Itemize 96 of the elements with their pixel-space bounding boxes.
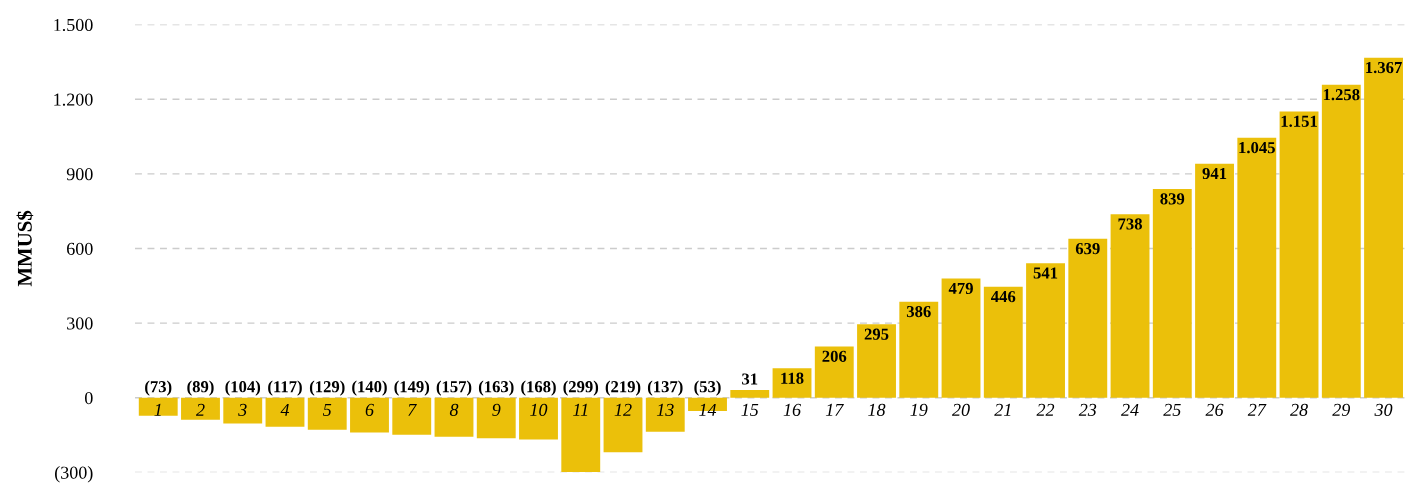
data-label: (89): [187, 380, 214, 396]
y-tick-label: (300): [55, 466, 93, 483]
bar: [857, 324, 896, 398]
x-tick-label: 18: [868, 403, 886, 416]
x-tick-label: 22: [1036, 403, 1055, 416]
data-label: (219): [605, 380, 641, 396]
bar: [1026, 263, 1065, 398]
bar: [138, 397, 178, 416]
y-tick-label: 300: [67, 317, 93, 330]
bar: [265, 397, 305, 427]
x-tick-label: 5: [323, 403, 332, 416]
bar: [350, 397, 389, 433]
bar: [223, 397, 263, 424]
bar: [307, 397, 347, 430]
bar: [476, 397, 516, 439]
x-tick-label: 12: [614, 403, 632, 416]
data-label: 541: [1033, 267, 1058, 279]
x-tick-label: 1: [154, 403, 161, 416]
x-tick-label: 19: [910, 403, 928, 416]
data-label: 446: [991, 291, 1016, 303]
x-tick-label: 2: [195, 403, 205, 416]
data-label: 1.258: [1323, 89, 1360, 101]
data-label: 31: [742, 373, 758, 385]
x-tick-label: 23: [1078, 403, 1097, 416]
y-tick-label: 1.500: [54, 18, 93, 32]
data-label: 1.045: [1239, 141, 1275, 154]
x-tick-label: 8: [449, 403, 459, 416]
x-tick-label: 28: [1290, 403, 1308, 416]
y-tick-label: 1.200: [54, 93, 93, 106]
y-tick-label: 900: [66, 168, 93, 181]
data-label: 295: [864, 328, 889, 340]
bar: [983, 286, 1023, 398]
bar: [1279, 111, 1319, 398]
data-label: (140): [352, 380, 387, 396]
data-label: (299): [563, 380, 599, 396]
x-tick-label: 26: [1205, 403, 1224, 416]
x-tick-label: 27: [1247, 403, 1267, 416]
y-axis-title: MMUS$: [16, 210, 34, 287]
bar: [941, 278, 981, 398]
data-label: 479: [948, 282, 973, 295]
data-label: (104): [225, 380, 261, 396]
bar: [1321, 84, 1361, 398]
data-label: (73): [145, 380, 172, 396]
data-label: (53): [694, 380, 721, 396]
x-tick-label: 3: [238, 403, 247, 416]
bar: [1110, 214, 1150, 398]
bar: [392, 397, 432, 435]
x-tick-label: 10: [530, 403, 548, 416]
bar: [730, 389, 770, 398]
x-tick-label: 20: [952, 403, 970, 416]
data-label: 639: [1075, 243, 1100, 255]
data-label: (149): [394, 380, 430, 396]
data-label: 839: [1160, 193, 1185, 205]
x-tick-label: 25: [1163, 403, 1181, 416]
data-label: (137): [647, 380, 683, 396]
x-tick-label: 6: [365, 403, 374, 416]
x-tick-label: 17: [825, 403, 844, 416]
x-tick-label: 13: [656, 403, 674, 416]
x-tick-label: 29: [1332, 403, 1351, 416]
bar: [1364, 57, 1403, 398]
data-label: (168): [521, 380, 556, 396]
data-label: 941: [1202, 167, 1227, 180]
data-label: 206: [822, 350, 847, 362]
x-tick-label: 21: [994, 403, 1011, 416]
bar: [899, 301, 939, 398]
x-tick-label: 9: [492, 403, 501, 416]
y-tick-label: 600: [67, 242, 93, 255]
x-tick-label: 7: [408, 403, 417, 416]
data-label: (129): [309, 380, 345, 396]
bar: [1237, 137, 1277, 398]
x-tick-label: 16: [783, 403, 801, 416]
x-tick-label: 4: [280, 403, 290, 416]
bar: [645, 397, 685, 432]
x-tick-label: 30: [1374, 403, 1393, 416]
data-label: 118: [781, 372, 804, 384]
bar: [603, 397, 643, 453]
data-label: (157): [436, 380, 472, 396]
bar: [561, 397, 601, 473]
data-label: (163): [478, 380, 514, 396]
bar: [814, 346, 854, 398]
bar: [434, 397, 474, 437]
bar: [1152, 189, 1192, 398]
bar: [181, 397, 220, 420]
bar: [1068, 238, 1108, 398]
x-tick-label: 11: [573, 403, 588, 416]
data-label: 386: [906, 305, 931, 318]
data-label: 1.151: [1281, 115, 1317, 127]
x-tick-label: 24: [1121, 403, 1139, 416]
bar: [772, 368, 812, 398]
data-label: 1.367: [1366, 61, 1402, 74]
y-tick-label: 0: [84, 391, 93, 405]
x-tick-label: 15: [741, 403, 759, 416]
bar: [519, 397, 558, 440]
data-label: (117): [268, 380, 302, 396]
data-label: 738: [1118, 218, 1142, 230]
bar: [1195, 163, 1234, 398]
